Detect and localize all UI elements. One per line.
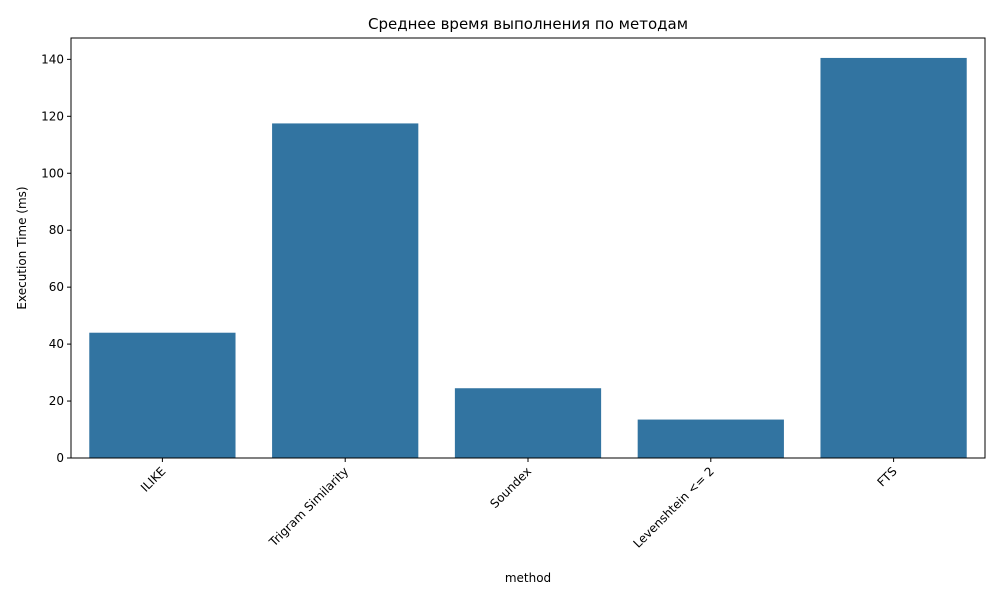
y-tick-label: 100	[41, 166, 64, 180]
y-tick-label: 40	[49, 337, 64, 351]
bar-ilike	[89, 332, 236, 458]
bar-fts	[820, 57, 967, 459]
x-axis-label: method	[505, 571, 551, 585]
x-tick-label: Soundex	[487, 464, 534, 511]
y-tick-label: 140	[41, 52, 64, 66]
chart-title: Среднее время выполнения по методам	[368, 15, 688, 33]
x-tick-label: FTS	[875, 464, 900, 489]
x-tick-label: Trigram Similarity	[266, 464, 352, 550]
y-tick-label: 20	[49, 394, 64, 408]
y-axis-label: Execution Time (ms)	[15, 186, 29, 309]
y-tick-label: 0	[56, 451, 64, 465]
bars-group	[89, 57, 967, 459]
plot-frame	[70, 37, 986, 459]
bar-levenshtein-2	[637, 419, 784, 458]
y-axis: 0 20 40 60 80 100 120 140	[41, 52, 71, 465]
x-tick-label: Levenshtein <= 2	[630, 464, 716, 550]
bar-soundex	[454, 388, 602, 458]
y-tick-label: 60	[49, 280, 64, 294]
y-tick-label: 120	[41, 109, 64, 123]
x-axis: ILIKE Trigram Similarity Soundex Levenshtei…	[138, 458, 900, 551]
x-tick-label: ILIKE	[138, 464, 169, 495]
y-tick-label: 80	[49, 223, 64, 237]
bar-trigram-similarity	[272, 123, 419, 458]
